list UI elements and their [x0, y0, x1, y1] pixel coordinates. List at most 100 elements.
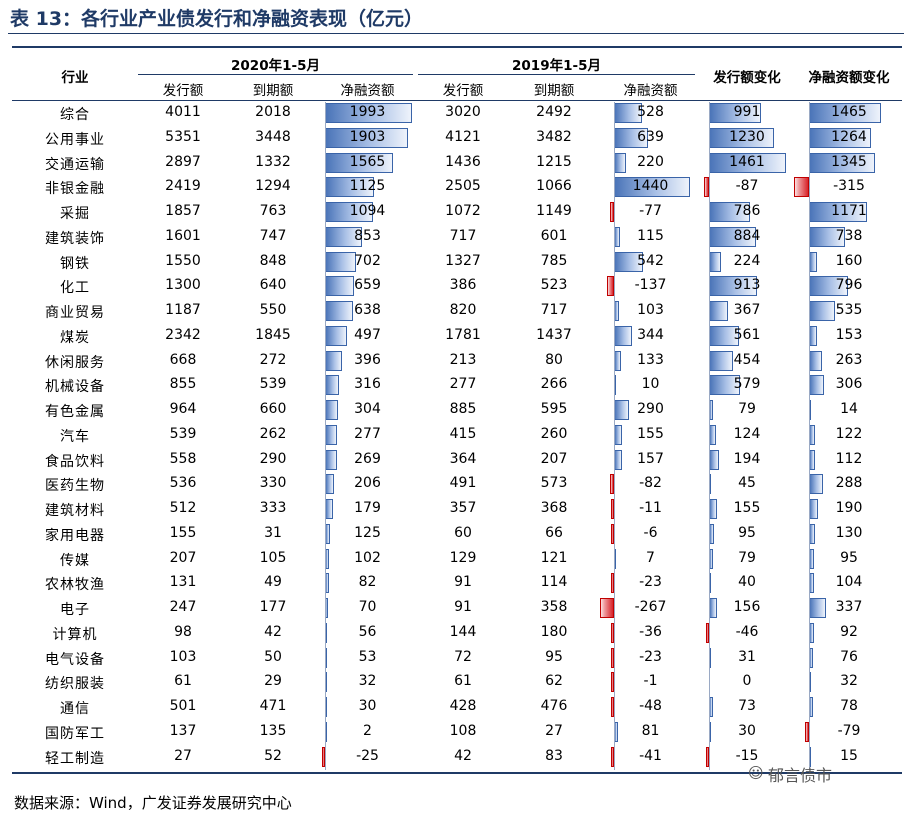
- bar-axis: [809, 498, 810, 523]
- cell-n19: 155: [637, 425, 664, 442]
- row-label: 医药生物: [45, 478, 105, 495]
- cell-i19: 3020: [445, 104, 481, 120]
- row-label: 交通运输: [45, 156, 105, 173]
- row-label: 纺织服装: [45, 676, 105, 693]
- cell-i19: 386: [449, 277, 477, 294]
- bar-axis: [614, 300, 615, 325]
- bar-axis: [325, 448, 326, 474]
- bar-axis: [325, 275, 326, 300]
- row-label: 国防军工: [45, 725, 105, 742]
- cell-i19: 61: [454, 673, 472, 690]
- cell-di: 79: [738, 401, 756, 417]
- bar-axis: [325, 720, 326, 746]
- cell-dn: 337: [835, 599, 863, 615]
- bar-axis: [614, 745, 615, 771]
- cell-i20: 501: [169, 698, 197, 714]
- bar-axis: [709, 473, 710, 498]
- bar-axis: [614, 423, 615, 449]
- subheader-net-2019: 净融资额: [623, 83, 678, 99]
- cell-m19: 573: [540, 475, 568, 492]
- cell-i20: 1550: [165, 252, 201, 269]
- cell-i20: 2897: [165, 153, 201, 170]
- bar-axis: [709, 720, 710, 746]
- cell-di: 1230: [729, 128, 765, 145]
- cell-m19: 1215: [536, 153, 572, 170]
- bar-axis: [614, 671, 615, 696]
- bar-axis: [325, 646, 326, 672]
- cell-m20: 640: [259, 277, 287, 294]
- cell-dn: 288: [835, 475, 863, 492]
- bar-axis: [325, 300, 326, 325]
- table-title: 表 13：各行业产业债发行和净融资表现（亿元）: [10, 8, 424, 30]
- cell-m20: 42: [264, 623, 282, 640]
- cell-i19: 428: [449, 698, 477, 714]
- subheader-net-2020: 净融资额: [340, 83, 395, 99]
- cell-n19: -82: [639, 475, 662, 492]
- bar-axis: [809, 547, 810, 573]
- bar-axis: [709, 572, 710, 597]
- cell-n19: 290: [637, 401, 664, 417]
- cell-m19: 114: [540, 574, 568, 591]
- header-industry: 行业: [61, 70, 89, 86]
- cell-n20: 277: [354, 425, 381, 442]
- bar-axis: [809, 176, 810, 201]
- cell-n20: 316: [354, 376, 381, 393]
- cell-m19: 601: [540, 227, 568, 244]
- subheader-issue-2020: 发行额: [162, 83, 204, 99]
- cell-m19: 717: [540, 302, 568, 318]
- bar-axis: [325, 102, 326, 127]
- cell-m19: 523: [540, 277, 568, 294]
- bar-axis: [614, 572, 615, 597]
- cell-m20: 52: [264, 747, 282, 764]
- bar-axis: [325, 151, 326, 177]
- row-label: 综合: [60, 107, 90, 123]
- cell-n20: 32: [358, 673, 377, 690]
- cell-i19: 108: [449, 722, 477, 739]
- data-bar-negative: [611, 622, 614, 643]
- cell-m19: 66: [545, 524, 563, 541]
- bar-axis: [614, 448, 615, 474]
- cell-n20: 1565: [349, 153, 386, 170]
- bar-axis: [325, 324, 326, 350]
- cell-i20: 5351: [165, 128, 201, 145]
- table-bottom-rule: [12, 772, 902, 774]
- subheader-maturity-2019: 到期额: [533, 83, 575, 99]
- subheader-maturity-2020: 到期额: [252, 83, 294, 99]
- data-bar-negative: [611, 523, 614, 544]
- data-bar-negative: [599, 598, 614, 618]
- bar-axis: [614, 696, 615, 721]
- cell-n19: -1: [643, 673, 658, 690]
- cell-m20: 1845: [255, 326, 291, 343]
- cell-n19: 1440: [632, 178, 669, 195]
- cell-n19: -77: [639, 203, 662, 219]
- bar-axis: [709, 349, 710, 375]
- bar-axis: [325, 498, 326, 523]
- cell-n20: 638: [354, 302, 381, 318]
- cell-m19: 207: [540, 450, 568, 467]
- cell-di: 194: [733, 450, 761, 467]
- cell-n20: 659: [354, 277, 381, 294]
- cell-n20: 1903: [349, 128, 386, 145]
- cell-n20: 82: [358, 574, 377, 591]
- cell-i19: 1072: [445, 203, 481, 219]
- header-top-rule: [12, 46, 902, 48]
- cell-n20: 125: [354, 524, 381, 541]
- cell-n20: 1125: [349, 178, 386, 195]
- cell-di: 30: [738, 722, 756, 739]
- bar-axis: [709, 151, 710, 177]
- data-bar-negative: [706, 622, 709, 643]
- cell-m20: 763: [259, 203, 287, 219]
- bar-axis: [614, 720, 615, 746]
- bar-axis: [614, 102, 615, 127]
- bar-axis: [325, 349, 326, 375]
- cell-dn: 104: [835, 574, 863, 591]
- cell-n19: -48: [639, 698, 662, 714]
- cell-n19: -23: [639, 648, 662, 665]
- cell-di: -46: [735, 623, 759, 640]
- bar-axis: [614, 646, 615, 672]
- bar-axis: [325, 374, 326, 399]
- bar-axis: [809, 126, 810, 152]
- row-label: 建筑装饰: [45, 230, 105, 247]
- cell-m19: 80: [545, 351, 563, 368]
- cell-m19: 27: [545, 722, 563, 739]
